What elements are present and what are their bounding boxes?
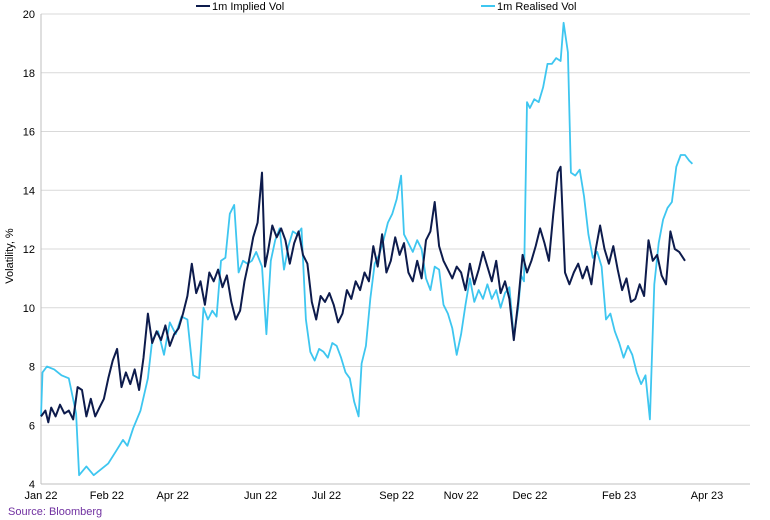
y-axis-tick-labels: 4 6 8 10 12 14 16 18 20 <box>23 9 35 491</box>
x-tick-label: Nov 22 <box>444 490 479 502</box>
x-tick-label: Feb 22 <box>90 490 124 502</box>
source-note: Source: Bloomberg <box>8 506 103 518</box>
y-tick-label: 14 <box>23 185 35 197</box>
x-tick-label: Sep 22 <box>379 490 414 502</box>
x-tick-label: Apr 23 <box>691 490 723 502</box>
y-tick-label: 20 <box>23 9 35 21</box>
y-axis-title: Volatility, % <box>4 228 16 284</box>
y-tick-label: 12 <box>23 244 35 256</box>
chart-legend: 1m Implied Vol 1m Realised Vol <box>196 1 577 13</box>
series-line-implied <box>40 165 686 424</box>
legend-label: 1m Realised Vol <box>497 1 577 13</box>
x-tick-label: Feb 23 <box>602 490 636 502</box>
y-tick-label: 8 <box>29 362 35 374</box>
x-tick-label: Jan 22 <box>24 490 57 502</box>
horizontal-gridlines <box>41 13 750 426</box>
series-lines <box>40 21 694 477</box>
x-tick-label: Apr 22 <box>157 490 189 502</box>
x-axis-tick-labels: Jan 22 Feb 22 Apr 22 Jun 22 Jul 22 Sep 22 Nov … <box>24 490 723 502</box>
y-tick-label: 6 <box>29 420 35 432</box>
legend-label: 1m Implied Vol <box>212 1 284 13</box>
x-tick-label: Jul 22 <box>312 490 341 502</box>
y-tick-label: 18 <box>23 68 35 80</box>
x-tick-label: Dec 22 <box>512 490 547 502</box>
series-line-realised <box>40 21 694 477</box>
y-tick-label: 4 <box>29 479 35 491</box>
y-tick-label: 16 <box>23 127 35 139</box>
x-tick-label: Jun 22 <box>244 490 277 502</box>
y-tick-label: 10 <box>23 303 35 315</box>
